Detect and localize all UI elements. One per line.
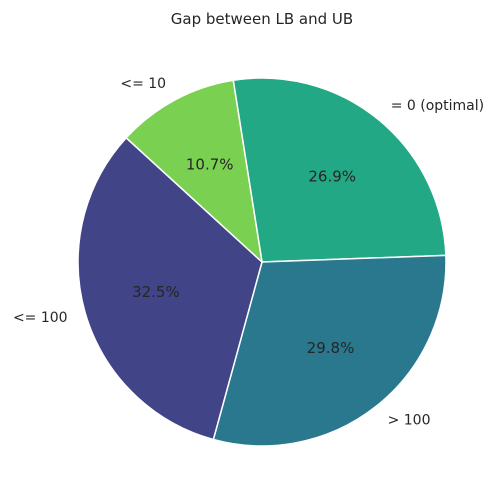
pie-slices xyxy=(77,77,447,447)
slice-label-10: <= 10 xyxy=(120,76,166,92)
value-label-10: 10.7% xyxy=(186,155,234,173)
pie-labels: = 0 (optimal) 26.9% > 100 29.8% <= 100 32.5% <… xyxy=(13,76,484,429)
slice-label-0-optimal: = 0 (optimal) xyxy=(391,98,484,114)
value-label-100: 29.8% xyxy=(307,339,355,357)
slice-label-100: <= 100 xyxy=(13,310,68,326)
slice-100 xyxy=(212,254,447,447)
slice-0-optimal xyxy=(232,77,447,263)
slice-100 xyxy=(77,137,263,441)
chart-title: Gap between LB and UB xyxy=(171,10,353,28)
value-label-0-optimal: 26.9% xyxy=(308,167,356,185)
slice-10 xyxy=(125,79,263,263)
value-label-100: 32.5% xyxy=(132,283,180,301)
slice-label-100: > 100 xyxy=(388,413,431,429)
